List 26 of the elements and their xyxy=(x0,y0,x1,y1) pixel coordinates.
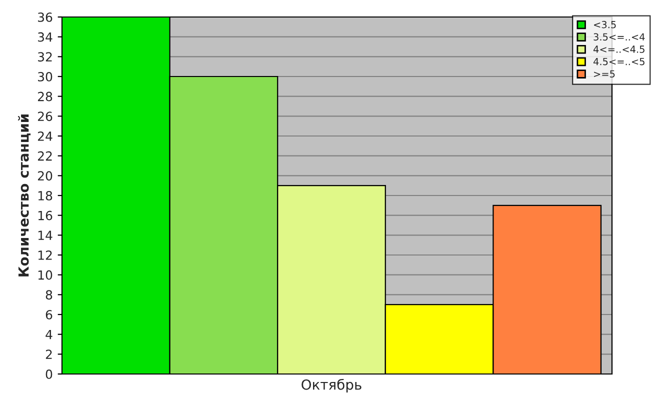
y-tick-label: 30 xyxy=(38,72,52,82)
y-tick-label: 20 xyxy=(38,171,52,181)
y-tick-label: 18 xyxy=(38,190,52,200)
y-tick-label: 34 xyxy=(38,32,52,42)
legend-label: <3.5 xyxy=(594,20,616,28)
y-tick-label: 24 xyxy=(38,131,52,141)
y-tick-label: 36 xyxy=(38,12,52,22)
x-tick-label: Октябрь xyxy=(302,378,362,393)
y-tick-label: 12 xyxy=(38,250,52,260)
legend-label: 4.5<=..<5 xyxy=(593,58,644,66)
legend-label: 3.5<=..<4 xyxy=(594,33,645,41)
y-tick-label: 10 xyxy=(38,270,52,280)
legend-label: >=5 xyxy=(594,70,615,78)
legend-label: 4<=..<4.5 xyxy=(593,46,644,53)
y-tick-label: 2 xyxy=(46,350,52,359)
y-tick-label: 8 xyxy=(46,290,52,300)
y-tick-label: 28 xyxy=(38,92,52,102)
y-tick-label: 16 xyxy=(38,210,52,220)
y-tick-label: 6 xyxy=(46,310,52,320)
y-tick-label: 22 xyxy=(38,151,52,161)
y-tick-label: 14 xyxy=(38,230,52,240)
y-tick-label: 32 xyxy=(38,52,52,62)
y-tick-label: 0 xyxy=(46,369,52,379)
y-axis-title: Количество станций xyxy=(18,114,31,276)
y-tick-label: 26 xyxy=(38,112,52,122)
y-tick-label: 4 xyxy=(46,330,52,340)
